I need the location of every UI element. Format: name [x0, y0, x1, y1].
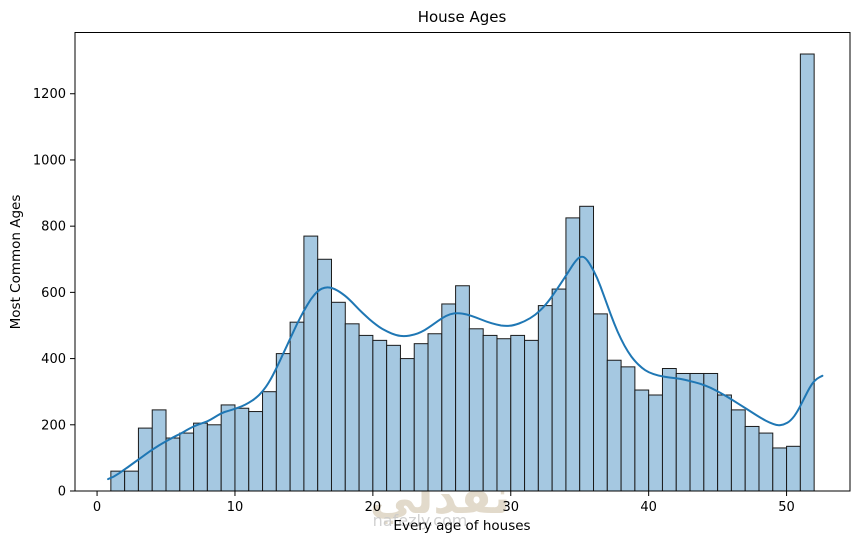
- x-tick-label: 0: [93, 500, 101, 515]
- kde-curve-group: [107, 255, 824, 481]
- axes-group: 0 10 20 30 40 50 0 200 400 600 800 1000 1200: [33, 32, 851, 515]
- x-tick-label: 20: [365, 500, 382, 515]
- histogram-bar: [262, 391, 277, 492]
- histogram-bar: [468, 328, 484, 492]
- histogram-bar: [137, 427, 153, 492]
- histogram-bar: [303, 235, 319, 492]
- chart-title: House Ages: [418, 8, 507, 26]
- histogram-bar: [758, 432, 774, 492]
- histogram-bar: [372, 339, 388, 492]
- y-tick-label: 1200: [33, 87, 66, 102]
- histogram-bar: [275, 353, 291, 492]
- y-tick-label: 400: [41, 352, 66, 367]
- histogram-bar: [689, 372, 705, 492]
- x-axis-label: Every age of houses: [393, 518, 530, 534]
- histogram-bar: [358, 334, 374, 492]
- x-tick-label: 30: [502, 500, 519, 515]
- histogram-bar: [730, 409, 746, 492]
- y-tick-label: 200: [41, 418, 66, 433]
- x-tick-label: 50: [778, 500, 795, 515]
- histogram-bar: [675, 372, 691, 492]
- kde-curve: [107, 255, 824, 481]
- y-tick-label: 800: [41, 220, 66, 235]
- histogram-bar: [634, 389, 650, 492]
- histogram-bar: [579, 205, 595, 492]
- plot-border: [74, 32, 851, 492]
- histogram-bar: [234, 407, 250, 492]
- histogram-bar: [744, 425, 760, 492]
- watermark-latin: nafezly.com: [373, 511, 468, 530]
- histogram-bar: [317, 258, 332, 492]
- histogram-bar: [124, 470, 139, 492]
- histogram-bar: [344, 323, 360, 492]
- histogram-bar: [717, 394, 732, 492]
- y-tick-label: 600: [41, 286, 66, 301]
- histogram-bar: [648, 394, 663, 492]
- histogram-bar: [537, 305, 553, 492]
- histogram-bar: [248, 411, 264, 492]
- histogram-bar: [606, 359, 622, 492]
- y-axis-label: Most Common Ages: [8, 195, 24, 330]
- histogram-bar: [620, 366, 636, 492]
- histogram-bars-group: [110, 53, 815, 492]
- x-tick-label: 10: [227, 500, 244, 515]
- histogram-bar: [289, 321, 305, 492]
- histogram-bar: [413, 343, 429, 492]
- histogram-bar: [524, 339, 539, 492]
- histogram-bar: [193, 422, 208, 492]
- y-tick-label: 0: [58, 485, 66, 500]
- histogram-bar: [799, 53, 815, 492]
- histogram-bar: [661, 368, 677, 492]
- histogram-bar: [441, 303, 457, 492]
- histogram-bar: [496, 338, 512, 492]
- histogram-bar: [427, 333, 443, 492]
- histogram-bar: [593, 313, 608, 492]
- y-tick-label: 1000: [33, 153, 66, 168]
- histogram-bar: [151, 409, 167, 492]
- histogram-bar: [220, 404, 236, 492]
- histogram-bar: [165, 437, 181, 492]
- histogram-bar: [786, 445, 801, 492]
- histogram-bar: [330, 301, 346, 492]
- histogram-bar: [386, 344, 401, 492]
- histogram-bar: [482, 334, 498, 492]
- x-tick-label: 40: [640, 500, 657, 515]
- histogram-bar: [551, 288, 567, 492]
- histogram-bar: [179, 432, 195, 492]
- histogram-bar: [510, 334, 526, 492]
- histogram-bar: [206, 424, 222, 492]
- histogram-bar: [455, 285, 470, 492]
- histogram-bar: [772, 447, 788, 492]
- histogram-bar: [399, 358, 415, 492]
